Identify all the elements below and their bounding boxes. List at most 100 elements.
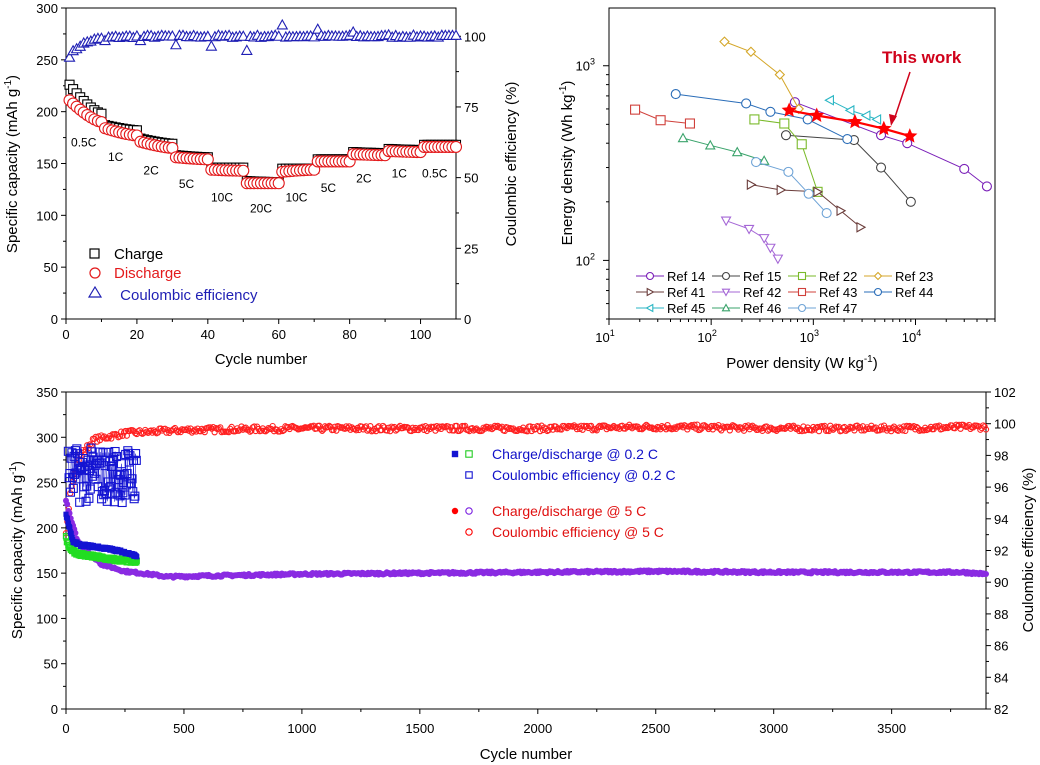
ce-5c-point xyxy=(682,423,690,430)
legend-marker xyxy=(465,528,473,536)
y-tick-label: 50 xyxy=(44,657,58,672)
legend-entry-0: Charge/discharge @ 0.2 C xyxy=(451,446,658,462)
long-legend: Charge/discharge @ 0.2 C Coulombic effici… xyxy=(451,446,676,540)
y-tick-label: 100 xyxy=(36,208,58,223)
data-point-ref-15 xyxy=(780,130,792,141)
ce-5c-point xyxy=(324,423,331,431)
legend-marker xyxy=(721,288,731,297)
discharge-point xyxy=(201,153,214,166)
y-tick-label: 150 xyxy=(36,566,58,581)
ce-point xyxy=(237,30,250,41)
rate-label: 10C xyxy=(211,190,233,204)
x-tick-label: 40 xyxy=(201,327,215,342)
ce-5c-point xyxy=(715,422,722,429)
charge-02c-point xyxy=(134,554,140,560)
legend-entry-ref-43: Ref 43 xyxy=(788,285,857,300)
legend-label: Charge/discharge @ 0.2 C xyxy=(492,446,658,462)
ce-5c-point xyxy=(681,422,688,429)
legend-marker xyxy=(451,507,459,515)
ce-point xyxy=(450,29,462,40)
ce-5c-point xyxy=(372,427,380,435)
ce-5c-point xyxy=(228,423,235,431)
cd-5c-point xyxy=(72,529,79,536)
ce-5c-point xyxy=(562,423,569,431)
ce-5c-point xyxy=(331,423,339,430)
rate-data-marks xyxy=(63,18,463,190)
legend-marker xyxy=(645,271,655,281)
data-point-ref-43 xyxy=(655,115,666,126)
y-tick-exponent: 3 xyxy=(590,57,595,67)
data-point-this-work xyxy=(781,102,797,117)
rate-label: 2C xyxy=(143,163,159,177)
ce-5c-point xyxy=(726,427,733,434)
x-tick-label: 0 xyxy=(62,327,69,342)
x-tick-label: 500 xyxy=(173,721,195,736)
legend-marker-discharge xyxy=(89,267,101,279)
ce-5c-point xyxy=(708,422,715,430)
x-tick-label: 3000 xyxy=(759,721,788,736)
ce-5c-point xyxy=(225,429,232,436)
data-point-this-work xyxy=(809,107,825,122)
legend-entry-ref-45: Ref 45 xyxy=(636,301,705,316)
ce-5c-point xyxy=(879,426,886,433)
ce-5c-point xyxy=(143,428,150,435)
discharge-point xyxy=(449,140,463,153)
ce-5c-point xyxy=(388,423,395,430)
x-tick-label: 102 xyxy=(697,328,716,345)
series-line-ref-15 xyxy=(785,134,912,203)
ce-5c-point xyxy=(858,427,865,434)
data-point-ref-46 xyxy=(704,139,716,150)
legend-entry-ref-44: Ref 44 xyxy=(864,285,933,300)
legend-label: Ref 45 xyxy=(667,301,705,316)
legend-marker xyxy=(645,303,654,313)
y-tick-label: 250 xyxy=(36,53,58,68)
long-axis-ticks: 0 500 1000 1500 2000 2500 3000 3500 0 50 100 150 200… xyxy=(36,385,1015,736)
ce-point xyxy=(272,30,285,41)
ce-5c-point xyxy=(319,427,326,434)
ce-5c-point xyxy=(235,427,242,434)
ce-02c-line xyxy=(68,448,137,503)
ce-5c-point xyxy=(876,427,883,434)
ce-5c-point xyxy=(856,424,864,431)
legend-entry-ref-46: Ref 46 xyxy=(712,301,781,316)
charge-02c-point xyxy=(68,530,74,536)
cd-5c-point xyxy=(64,501,71,508)
ce-point xyxy=(201,30,214,41)
legend-marker xyxy=(873,271,883,281)
legend-entry-1: Coulombic efficiency @ 0.2 C xyxy=(465,467,676,483)
legend-marker xyxy=(721,303,731,312)
legend-entry-ref-14: Ref 14 xyxy=(636,269,705,284)
data-point-this-work xyxy=(876,120,892,136)
legend-marker xyxy=(465,507,473,515)
legend-marker xyxy=(721,271,731,281)
y-tick-label: 300 xyxy=(36,1,58,16)
y2-tick-label: 94 xyxy=(994,512,1008,527)
long-x-axis-title: Cycle number xyxy=(480,746,573,763)
rate-capability-chart: 0 20 40 60 80 100 0 50 100 150 200 250 300 0 25 50 75 100… xyxy=(3,1,520,368)
legend-entry-ref-42: Ref 42 xyxy=(712,285,781,300)
ce-5c-point xyxy=(696,426,704,433)
data-point-ref-46 xyxy=(677,132,689,143)
ragone-axis-ticks: 101 102 103 104 102 103 xyxy=(576,57,996,345)
data-point-ref-44 xyxy=(670,89,681,100)
legend-label: Ref 41 xyxy=(667,285,705,300)
y2-tick-label: 25 xyxy=(464,241,478,256)
series-line-ref-23 xyxy=(724,41,800,110)
legend-marker xyxy=(797,287,807,297)
legend-label: Ref 14 xyxy=(667,269,705,284)
data-point-ref-22 xyxy=(779,118,790,129)
ce-5c-point xyxy=(678,422,685,429)
ce-5c-point xyxy=(317,426,324,433)
y-tick-label: 250 xyxy=(36,476,58,491)
long-data-marks xyxy=(62,421,990,581)
data-point-ref-47 xyxy=(803,188,814,199)
y-tick-label: 100 xyxy=(36,611,58,626)
ce-5c-point xyxy=(118,428,125,435)
ce-5c-point xyxy=(576,425,583,433)
x-tick-label: 1000 xyxy=(287,721,316,736)
ce-5c-point xyxy=(955,421,963,429)
x-tick-exponent: 3 xyxy=(814,328,819,338)
ce-point xyxy=(169,38,182,50)
